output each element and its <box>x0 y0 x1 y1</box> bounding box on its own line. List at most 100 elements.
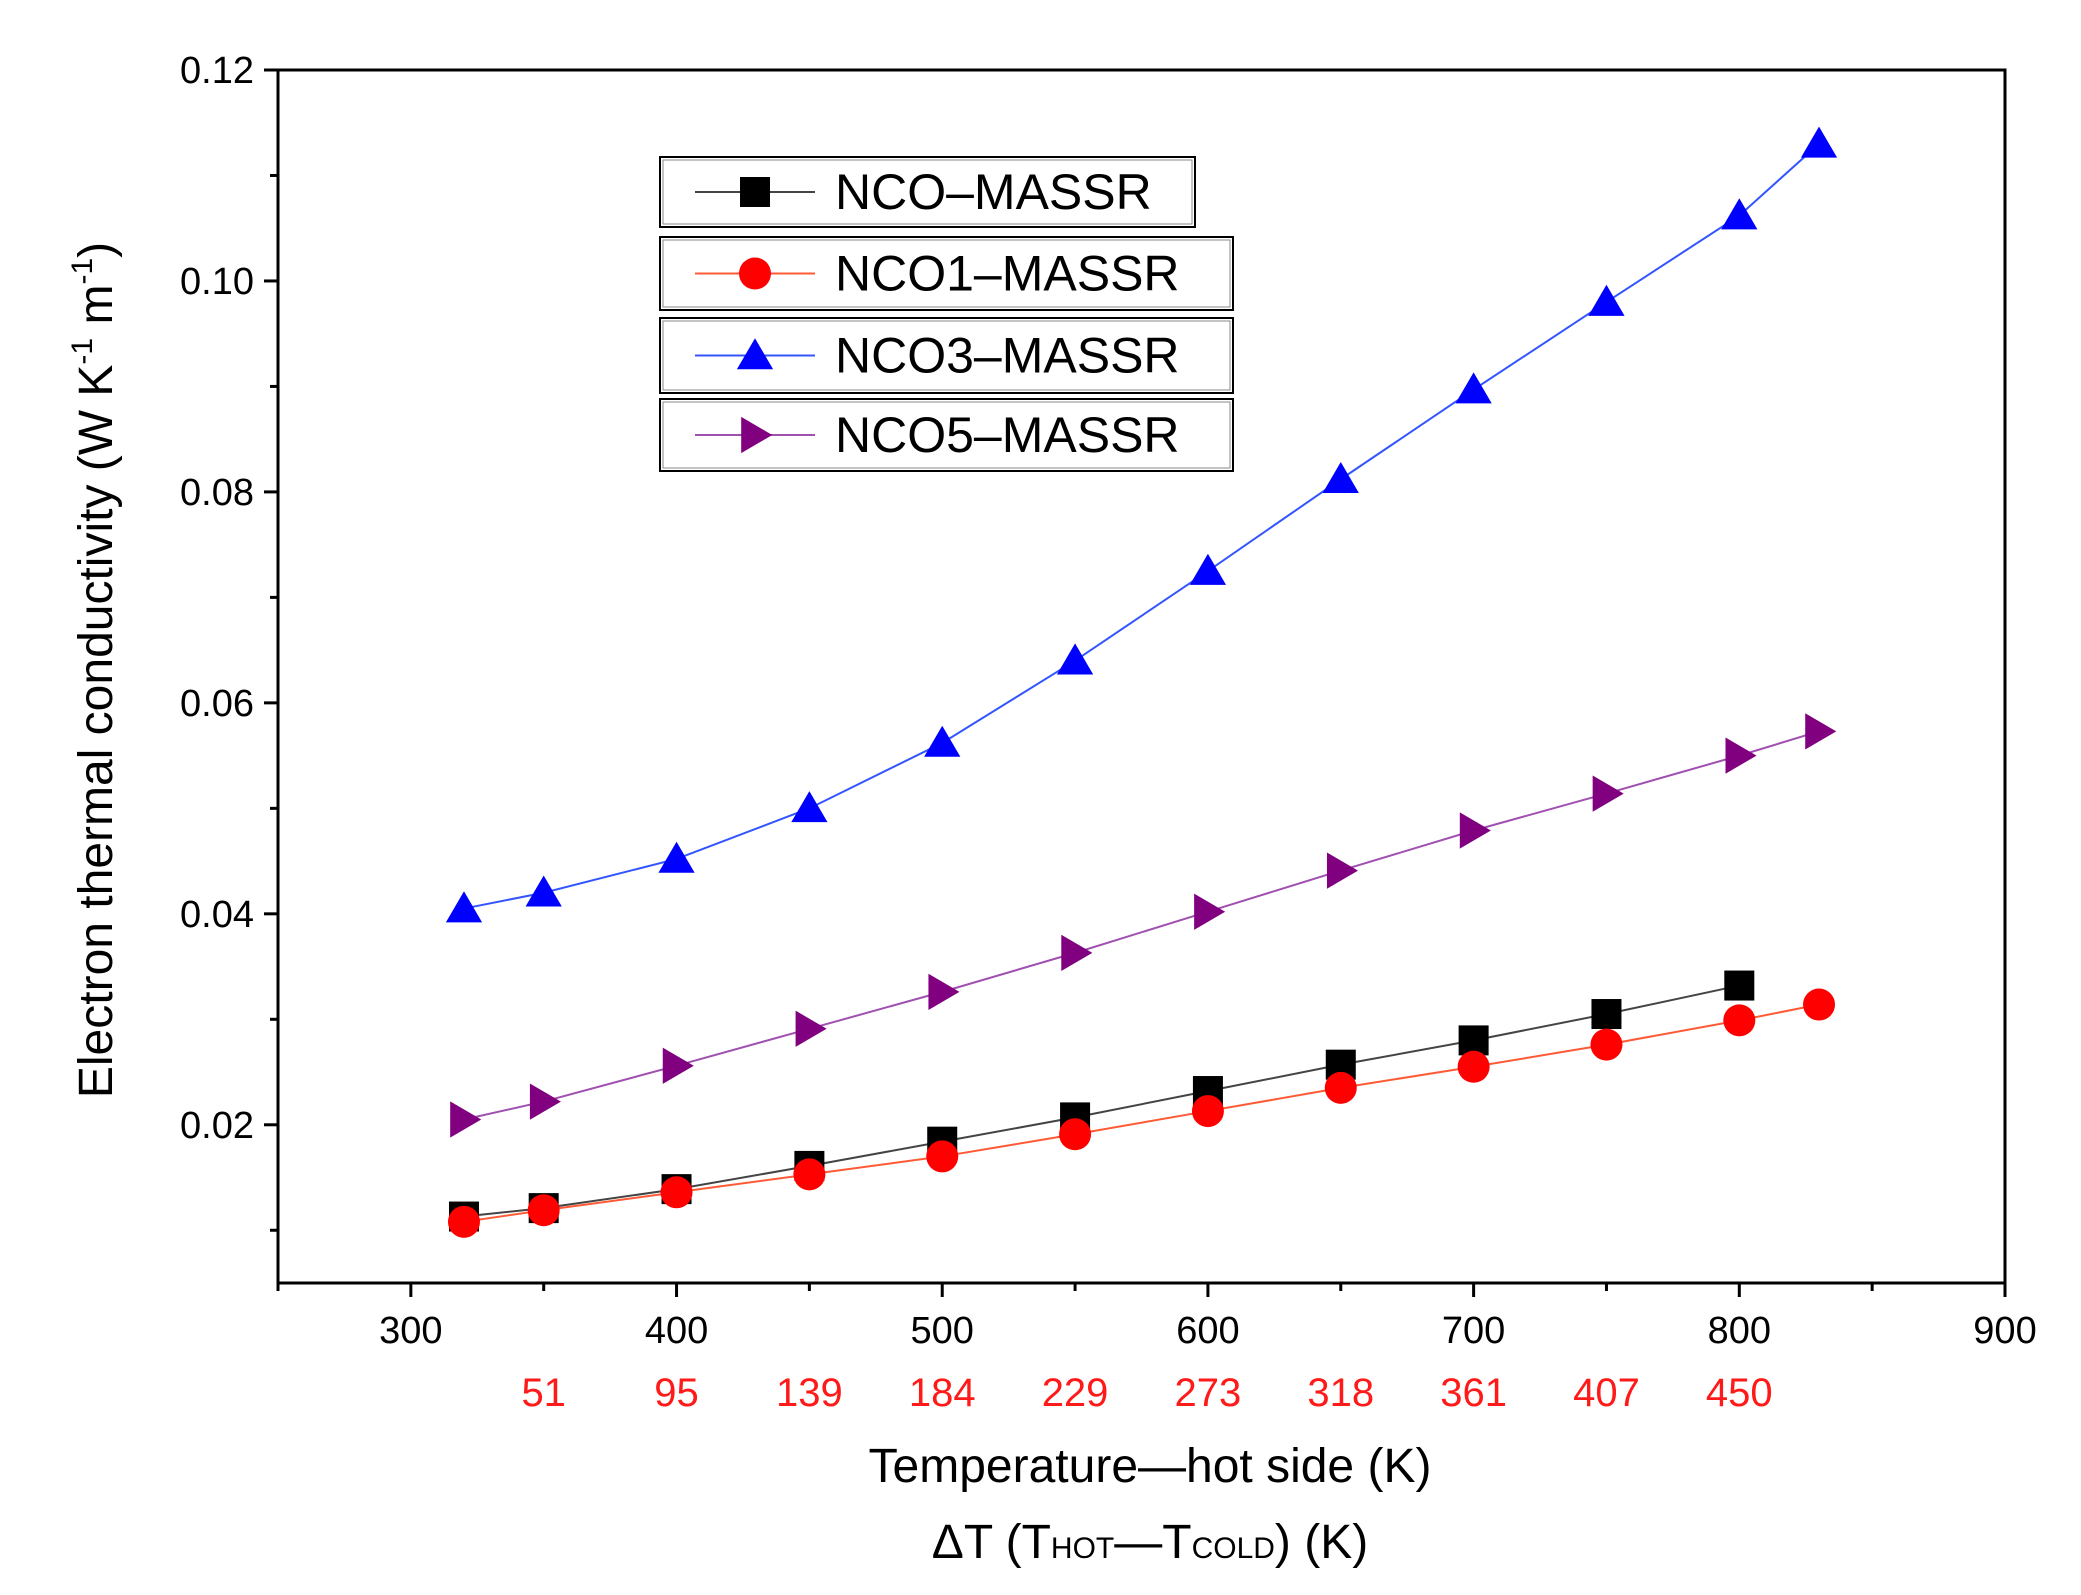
series-line <box>463 730 1820 1121</box>
data-point <box>741 416 773 454</box>
delta-t-label: 407 <box>1573 1371 1640 1415</box>
data-point <box>791 791 828 823</box>
legend-box-inner <box>662 320 1231 391</box>
data-point <box>1591 999 1622 1030</box>
x-tick-label: 400 <box>645 1310 708 1352</box>
data-point <box>660 1176 693 1209</box>
data-point <box>1458 1025 1489 1056</box>
y-tick-label: 0.04 <box>180 894 254 936</box>
series-square <box>448 970 1755 1232</box>
data-point <box>1059 1118 1092 1151</box>
series-triangle-up <box>445 126 1838 923</box>
y-tick-label: 0.12 <box>180 50 254 92</box>
delta-t-label: 450 <box>1706 1371 1773 1415</box>
delta-t-label: 51 <box>521 1371 566 1415</box>
y-axis-title: Electron thermal conductivity (W K-1 m-1… <box>66 242 123 1098</box>
series-line <box>463 143 1820 910</box>
data-point <box>658 841 695 873</box>
delta-t-label: 139 <box>776 1371 843 1415</box>
x-tick-label: 900 <box>1973 1310 2036 1352</box>
x-tick-label: 700 <box>1442 1310 1505 1352</box>
data-point <box>1803 988 1836 1021</box>
data-point <box>529 1083 561 1120</box>
legend-box-inner <box>662 239 1231 308</box>
delta-t-label: 318 <box>1307 1371 1374 1415</box>
series-circle <box>447 988 1836 1238</box>
x-tick-label: 600 <box>1176 1310 1239 1352</box>
delta-t-label: 273 <box>1175 1371 1242 1415</box>
y-axis: 0.02 0.04 0.06 0.08 0.10 0.12 <box>180 50 278 1232</box>
x-tick-label: 300 <box>379 1310 442 1352</box>
y-axis-title-tail: ) <box>70 242 123 258</box>
x-axis-title: Temperature—hot side (K) <box>869 1440 1432 1493</box>
data-point <box>1721 198 1758 230</box>
data-point <box>739 257 771 290</box>
y-axis-title-main: Electron thermal conductivity (W K <box>70 365 123 1099</box>
plot-area <box>276 68 2007 1285</box>
data-point <box>445 891 483 923</box>
x-tick-label: 500 <box>911 1310 974 1352</box>
y-axis-title-sup2: -1 <box>66 258 99 285</box>
data-point <box>1592 775 1624 812</box>
delta-t-axis: 51 95 139 184 229 273 318 361 407 450 <box>521 1371 1772 1415</box>
y-tick-label: 0.02 <box>180 1105 254 1147</box>
legend-box-inner <box>662 401 1231 469</box>
y-tick-label: 0.06 <box>180 683 254 725</box>
data-point <box>1194 893 1226 930</box>
y-axis-title-mid: m <box>70 285 123 338</box>
delta-t-title-hot: HOT <box>1051 1532 1114 1565</box>
data-point <box>740 177 770 207</box>
y-axis-title-sup1: -1 <box>66 338 99 365</box>
data-point <box>1189 553 1227 585</box>
legend-label: NCO–MASSR <box>835 164 1152 220</box>
data-point <box>924 725 961 757</box>
plot-frame <box>276 68 2007 1285</box>
data-point <box>1457 1050 1490 1083</box>
y-tick-label: 0.08 <box>180 472 254 514</box>
delta-t-axis-title: ΔT (THOT—TCOLD) (K) <box>932 1516 1368 1569</box>
legend: NCO–MASSR NCO1–MASSR NCO3–MASSR NCO5–MASSR <box>659 156 1234 472</box>
data-point <box>1590 1028 1623 1061</box>
delta-t-label: 361 <box>1440 1371 1507 1415</box>
data-point <box>928 973 960 1010</box>
legend-box-inner <box>662 159 1193 225</box>
data-point <box>1725 737 1757 774</box>
legend-entry: NCO1–MASSR <box>659 236 1234 311</box>
y-tick-label: 0.10 <box>180 261 254 303</box>
delta-t-title-tail: ) (K) <box>1275 1516 1368 1569</box>
delta-t-label: 229 <box>1042 1371 1109 1415</box>
data-point <box>662 1047 694 1084</box>
data-point <box>1455 372 1492 404</box>
series-line <box>463 984 1740 1218</box>
delta-t-title-cold: COLD <box>1192 1532 1275 1565</box>
legend-label: NCO5–MASSR <box>835 407 1180 463</box>
data-point <box>1805 713 1837 750</box>
legend-label: NCO3–MASSR <box>835 328 1180 384</box>
data-point <box>736 338 774 370</box>
delta-t-title-dash: —T <box>1114 1516 1191 1569</box>
legend-entry: NCO5–MASSR <box>659 398 1234 472</box>
data-point <box>1588 284 1625 316</box>
data-point <box>926 1140 959 1173</box>
series-triangle-right <box>450 713 1837 1138</box>
data-point <box>1723 1004 1756 1037</box>
delta-t-label: 184 <box>909 1371 976 1415</box>
data-point <box>527 1194 560 1227</box>
legend-entry: NCO–MASSR <box>659 156 1196 228</box>
data-point <box>525 875 562 907</box>
series-layer <box>445 126 1838 1238</box>
legend-entry: NCO3–MASSR <box>659 317 1234 394</box>
data-point <box>1724 970 1755 1001</box>
x-axis: 300 400 500 600 700 800 900 <box>276 1283 2037 1352</box>
series-line <box>463 1003 1820 1223</box>
data-point <box>1459 812 1491 849</box>
data-point <box>1061 934 1093 971</box>
data-point <box>1326 852 1359 889</box>
delta-t-title-start: ΔT (T <box>932 1516 1051 1569</box>
data-point <box>793 1158 826 1191</box>
data-point <box>1056 643 1094 675</box>
data-point <box>1322 462 1359 494</box>
delta-t-label: 95 <box>654 1371 699 1415</box>
data-point <box>795 1010 827 1047</box>
data-point <box>450 1101 482 1138</box>
